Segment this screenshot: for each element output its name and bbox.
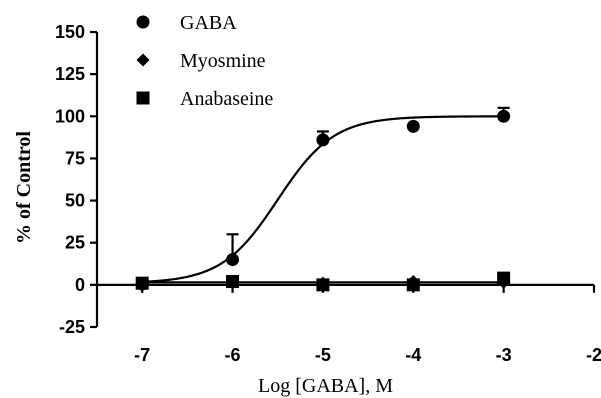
gaba-point — [406, 119, 420, 133]
anabaseine-point — [316, 278, 330, 292]
y-tick-label: 75 — [65, 148, 85, 168]
y-tick-label: 25 — [65, 233, 85, 253]
legend-label-myosmine: Myosmine — [180, 50, 266, 72]
axes: -25 0 25 50 75 100 125 150 -7 -6 -5 -4 -3 -2 — [55, 22, 601, 365]
anabaseine-point — [497, 271, 511, 285]
y-tick-label: -25 — [59, 317, 85, 337]
y-tick-label: 150 — [55, 22, 85, 42]
legend-marker-anabaseine — [136, 91, 150, 105]
x-tick-label: -7 — [134, 345, 150, 365]
data-points — [135, 106, 511, 292]
anabaseine-point — [226, 274, 240, 288]
x-tick-label: -3 — [496, 345, 512, 365]
legend-marker-gaba — [136, 15, 150, 29]
x-axis-title: Log [GABA], M — [258, 375, 393, 397]
y-tick-label: 100 — [55, 106, 85, 126]
y-tick-label: 125 — [55, 64, 85, 84]
x-tick-label: -6 — [225, 345, 241, 365]
legend-marker-myosmine — [136, 53, 150, 67]
y-tick-label: 0 — [75, 275, 85, 295]
legend-label-gaba: GABA — [180, 12, 237, 34]
gaba-point — [497, 109, 511, 123]
anabaseine-point — [406, 278, 420, 292]
x-tick-label: -4 — [405, 345, 421, 365]
gaba-point — [316, 133, 330, 147]
y-tick-label: 50 — [65, 191, 85, 211]
x-tick-label: -5 — [315, 345, 331, 365]
anabaseine-point — [135, 276, 149, 290]
gaba-point — [226, 253, 240, 267]
legend: GABA Myosmine Anabaseine — [136, 12, 273, 110]
legend-label-anabaseine: Anabaseine — [180, 88, 273, 110]
y-axis-title: % of Control — [13, 131, 35, 244]
x-tick-label: -2 — [586, 345, 601, 365]
